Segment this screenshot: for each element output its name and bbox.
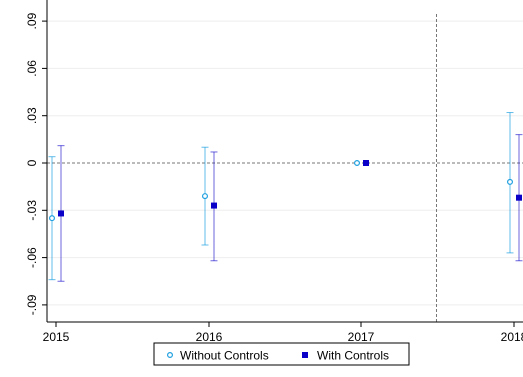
point-without-controls-0: [48, 215, 55, 222]
legend: Without Controls With Controls: [153, 342, 410, 366]
grid-lines: [47, 20, 523, 306]
y-tick-label: .06: [25, 60, 39, 77]
x-tick-label: 2017: [348, 330, 375, 344]
point-without-controls-2: [354, 160, 361, 167]
y-tick-label: -.03: [25, 200, 39, 221]
point-without-controls-1: [202, 193, 209, 200]
y-tick-label: -.06: [25, 247, 39, 268]
legend-label-without-controls: Without Controls: [180, 349, 269, 363]
y-tick-label: .09: [25, 12, 39, 29]
point-without-controls-3: [507, 178, 514, 185]
point-with-controls-2: [363, 160, 369, 166]
series-marks: [48, 112, 523, 282]
x-tick-label: 2018: [501, 330, 523, 344]
x-tick-label: 2015: [43, 330, 70, 344]
y-tick-label: .03: [25, 107, 39, 124]
axes: .09 .06 .03 0 -.03 -.06 -.09 2015 2016 2017 2018: [25, 0, 523, 344]
point-with-controls-1: [211, 202, 217, 209]
y-tick-label: -.09: [25, 294, 39, 315]
point-with-controls-0: [58, 210, 64, 217]
legend-label-with-controls: With Controls: [317, 349, 389, 363]
y-tick-label: 0: [25, 159, 39, 166]
reference-lines: [47, 14, 523, 322]
legend-marker-without-controls: [167, 352, 174, 359]
legend-marker-with-controls: [302, 352, 308, 358]
point-with-controls-3: [516, 194, 522, 201]
legend-box: [153, 342, 410, 366]
x-tick-label: 2016: [196, 330, 223, 344]
